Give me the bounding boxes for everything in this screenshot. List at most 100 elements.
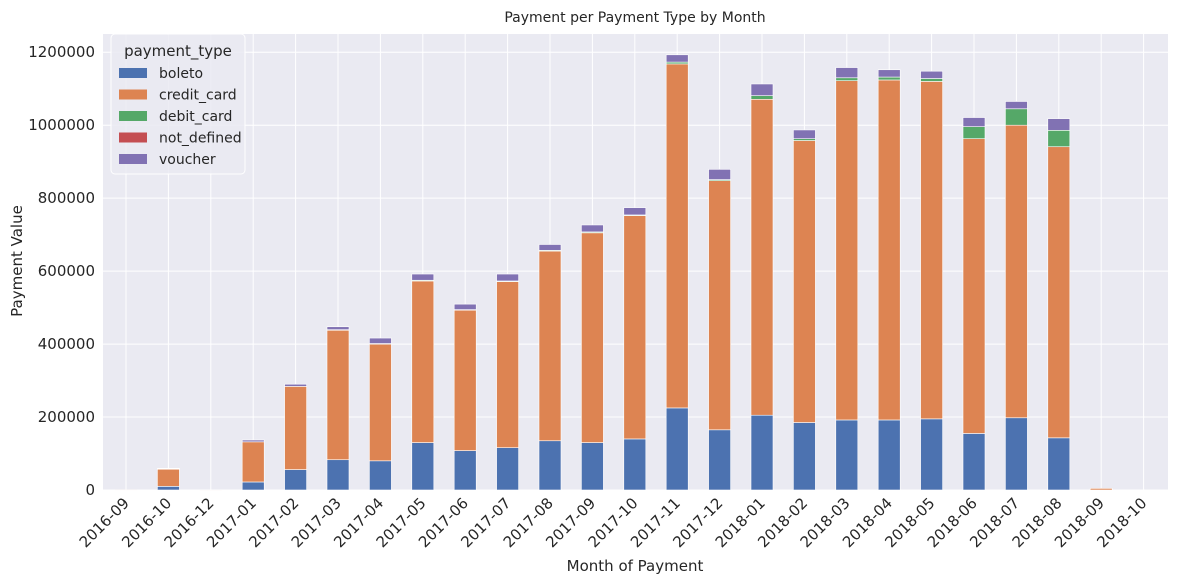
bar-voucher	[284, 383, 307, 387]
bar-credit-card	[199, 489, 223, 491]
bar-voucher	[538, 244, 562, 251]
bar-voucher	[1005, 101, 1028, 110]
y-tick-label: 0	[85, 481, 95, 499]
bar-credit-card	[708, 180, 731, 431]
bar-credit-card	[793, 140, 816, 423]
legend-label: debit_card	[159, 109, 232, 125]
bar-boleto	[538, 440, 562, 491]
bar-credit-card	[581, 232, 604, 443]
bar-credit-card	[623, 215, 647, 440]
bar-credit-card	[411, 280, 435, 443]
bar-debit-card	[835, 77, 859, 81]
bar-boleto	[750, 414, 774, 491]
bar-voucher	[750, 83, 774, 96]
y-tick-label: 400000	[38, 335, 95, 353]
bar-credit-card	[496, 281, 519, 448]
bar-boleto	[157, 486, 180, 491]
x-tick-labels: 2016-092016-102016-122017-012017-022017-…	[76, 494, 1151, 551]
legend-items: boleto credit_card debit_card not_definedvo…	[119, 66, 242, 168]
legend-label: voucher	[159, 152, 216, 168]
bar-credit-card	[538, 250, 562, 442]
bar-credit-card	[114, 489, 138, 491]
bar-credit-card	[920, 81, 943, 420]
bar-boleto	[453, 450, 477, 491]
bar-voucher	[326, 326, 350, 330]
y-tick-label: 1200000	[28, 43, 95, 61]
bar-credit-card	[665, 63, 689, 409]
bar-boleto	[793, 422, 816, 491]
bar-boleto	[369, 460, 392, 491]
bar-voucher	[623, 207, 647, 216]
bar-voucher	[877, 69, 901, 78]
bar-credit-card	[1005, 124, 1028, 419]
bar-boleto	[835, 419, 859, 491]
bar-boleto	[708, 429, 731, 491]
bar-voucher	[835, 67, 859, 79]
bar-boleto	[665, 407, 689, 491]
bar-boleto	[284, 469, 307, 491]
y-axis-label: Payment Value	[8, 205, 26, 317]
bar-debit-card	[750, 95, 774, 100]
legend-label: boleto	[159, 66, 203, 82]
bar-voucher	[157, 467, 180, 470]
bar-boleto	[581, 442, 604, 491]
bar-boleto	[877, 419, 901, 491]
bar-credit-card	[750, 98, 774, 416]
bar-credit-card	[1089, 488, 1113, 491]
legend: payment_type boleto credit_card debit_card…	[110, 33, 246, 175]
bar-credit-card	[157, 468, 180, 487]
bar-credit-card	[962, 138, 986, 434]
bar-voucher	[369, 337, 392, 344]
bar-voucher	[665, 54, 689, 63]
y-tick-labels: 0 200000 400000 600000 800000 1000000 1200000	[28, 43, 95, 499]
bars	[114, 54, 1113, 491]
bar-boleto	[411, 442, 435, 491]
bar-voucher	[962, 117, 986, 127]
bar-boleto	[326, 459, 350, 491]
bar-credit-card	[835, 80, 859, 421]
x-axis-label: Month of Payment	[567, 557, 704, 575]
bar-credit-card	[326, 329, 350, 461]
bar-credit-card	[241, 441, 265, 483]
legend-title: payment_type	[124, 42, 232, 61]
chart-title: Payment per Payment Type by Month	[504, 10, 765, 26]
bar-debit-card	[920, 78, 943, 82]
y-tick-label: 600000	[38, 262, 95, 280]
bar-credit-card	[453, 309, 477, 451]
bar-boleto	[241, 481, 265, 491]
legend-label: credit_card	[159, 88, 237, 104]
bar-voucher	[1047, 118, 1071, 131]
legend-swatch-credit-card	[119, 89, 147, 100]
bar-credit-card	[877, 79, 901, 421]
bar-voucher	[793, 129, 816, 139]
bar-boleto	[496, 447, 519, 491]
legend-label: not_defined	[159, 131, 242, 147]
bar-debit-card	[1005, 108, 1028, 126]
y-tick-label: 200000	[38, 408, 95, 426]
bar-voucher	[708, 169, 731, 180]
bar-debit-card	[877, 76, 901, 81]
bar-credit-card	[284, 386, 307, 470]
bar-voucher	[453, 303, 477, 310]
bar-voucher	[920, 70, 943, 79]
legend-swatch-not-defined	[119, 132, 147, 143]
bar-voucher	[241, 439, 265, 443]
bar-credit-card	[1047, 146, 1071, 439]
bar-boleto	[920, 418, 943, 491]
bar-boleto	[1005, 417, 1028, 491]
bar-voucher	[496, 273, 519, 282]
y-tick-label: 800000	[38, 189, 95, 207]
y-tick-label: 1000000	[28, 116, 95, 134]
bar-boleto	[962, 433, 986, 491]
bar-boleto	[1047, 437, 1071, 491]
bar-voucher	[411, 273, 435, 281]
bar-boleto	[623, 438, 647, 491]
bar-debit-card	[1047, 130, 1071, 148]
legend-swatch-debit-card	[119, 111, 147, 121]
bar-debit-card	[962, 126, 986, 139]
legend-swatch-boleto	[119, 68, 147, 78]
bar-voucher	[581, 224, 604, 233]
legend-swatch-voucher	[119, 154, 147, 164]
